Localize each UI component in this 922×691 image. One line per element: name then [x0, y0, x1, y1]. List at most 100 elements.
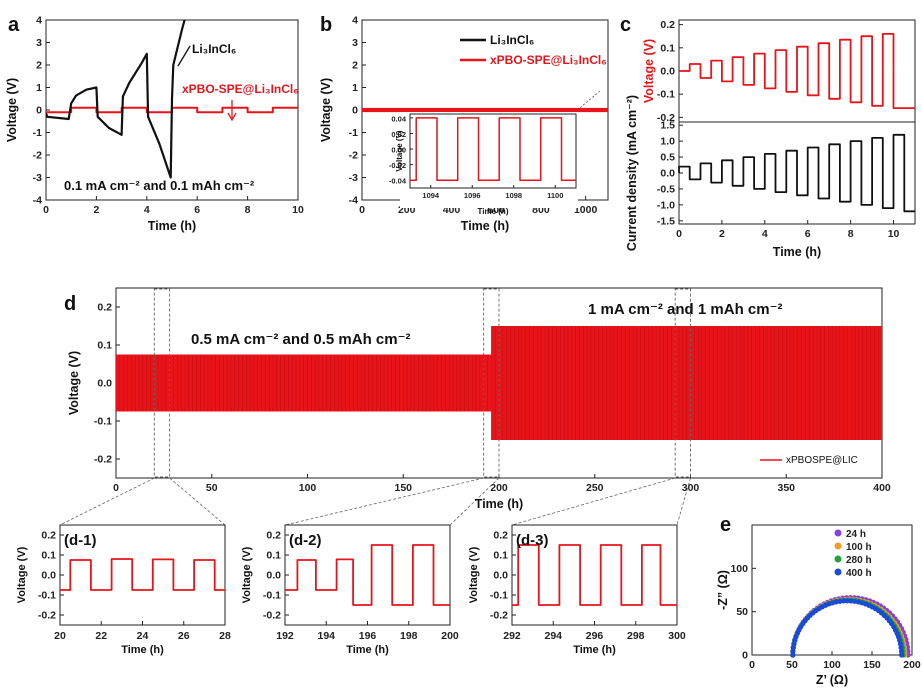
y-tick-label: -1: [349, 127, 358, 139]
x-tick-label: 1094: [422, 191, 440, 200]
zoom-box-1: [153, 288, 171, 478]
legend-label-e: 280 h: [846, 555, 872, 566]
y-tick-label: 2: [36, 60, 42, 72]
x-tick-label: 0: [113, 482, 119, 494]
y-tick-label: -2: [349, 150, 358, 162]
y-tick-label: -0.2: [263, 610, 281, 622]
series-line-current-c: [678, 133, 915, 213]
x-tick-label: 50: [786, 659, 798, 671]
legend-b-red: xPBO-SPE@Li₃InCl₆: [490, 53, 607, 67]
ylabel-e: -Z” (Ω): [716, 570, 730, 610]
x-tick-label: 196: [359, 630, 377, 642]
zoom-connector: [59, 477, 155, 526]
panel-e: e 0 50 100 150 200 0 50 100 24 h 100 h 280 h 400 h…: [716, 514, 921, 687]
legend-marker-e: [834, 555, 842, 563]
ylabel-d-3: Voltage (V): [468, 546, 480, 603]
x-tick-label: 6: [805, 228, 811, 240]
data-point-400h: [840, 598, 847, 604]
series-line-d-1: [60, 558, 225, 591]
x-tick-label: 294: [544, 630, 562, 642]
x-tick-label: 150: [863, 659, 881, 671]
ylabel-a: Voltage (V): [5, 78, 19, 142]
y-tick-label: 3: [36, 37, 42, 49]
inset-series-line-b: [410, 117, 576, 181]
y-tick-label: -0.1: [657, 89, 675, 101]
panel-letter-d: d: [64, 293, 76, 315]
subpanel-d-3: 292 294 296 298 300 -0.2 -0.1 0.0 0.1 0.2 Time (h)…: [468, 524, 686, 656]
y-tick-label: -3: [33, 172, 42, 184]
y-tick-label: 0.2: [493, 530, 508, 542]
x-tick-label: 200: [490, 482, 508, 494]
y-tick-label: -0.1: [38, 590, 56, 602]
y-tick-label: 0.0: [97, 378, 112, 390]
y-tick-label: 0: [352, 105, 358, 117]
legend-marker-e: [834, 529, 842, 537]
x-tick-label: 100: [823, 659, 841, 671]
x-tick-label: 100: [299, 482, 317, 494]
x-tick-label: 10: [292, 204, 304, 216]
x-tick-label: 8: [245, 204, 251, 216]
y-tick-label: -0.1: [94, 416, 112, 428]
y-tick-label: -3: [349, 172, 358, 184]
y-tick-label: -0.1: [490, 590, 508, 602]
y-tick-label: -1.0: [657, 199, 675, 211]
inset-ylabel-b: Voltage (V): [395, 130, 404, 172]
y-tick-label: 0.0: [41, 570, 56, 582]
y-tick-label: 0.1: [266, 550, 281, 562]
x-tick-label: 1100: [547, 191, 563, 200]
xlabel-c: Time (h): [773, 245, 821, 259]
segment-label-d-1: 0.5 mA cm⁻² and 0.5 mAh cm⁻²: [191, 331, 411, 348]
zoom-connector: [511, 477, 676, 526]
y-tick-label: 1: [36, 82, 42, 94]
x-tick-label: 150: [394, 482, 412, 494]
data-point-400h: [844, 598, 850, 604]
x-tick-label: 8: [848, 228, 854, 240]
y-tick-label: -0.2: [94, 454, 112, 466]
legend-label-e: 400 h: [846, 568, 872, 579]
legend-d: xPBOSPE@LIC: [786, 455, 858, 466]
xlabel-a: Time (h): [148, 219, 196, 233]
y-tick-label: 1.0: [660, 136, 675, 148]
zoom-box-2: [483, 288, 500, 478]
y-tick-label: 50: [736, 606, 748, 618]
inset-pointer-b: [574, 90, 601, 113]
x-tick-label: 200: [903, 659, 921, 671]
legend-marker-e: [834, 542, 842, 550]
x-tick-label: 0: [676, 228, 682, 240]
y-tick-label: -4: [33, 195, 42, 207]
y-tick-label: -2: [33, 150, 42, 162]
x-tick-label: 20: [54, 630, 66, 642]
x-tick-label: 10: [888, 228, 900, 240]
x-tick-label: 194: [317, 630, 335, 642]
y-tick-label: 4: [352, 15, 358, 27]
x-tick-label: 0: [43, 204, 49, 216]
x-tick-label: 24: [137, 630, 149, 642]
legend-b-black: Li₃InCl₆: [490, 33, 534, 47]
panel-label-d-1: (d-1): [64, 532, 97, 549]
panel-letter-e: e: [720, 514, 731, 536]
x-tick-label: 350: [777, 482, 795, 494]
panel-letter-a: a: [8, 14, 20, 36]
x-tick-label: 2: [93, 204, 99, 216]
data-point-400h: [790, 652, 796, 658]
y-tick-label: 0.2: [97, 302, 112, 314]
data-point-400h: [899, 652, 905, 658]
x-tick-label: 192: [276, 630, 294, 642]
xlabel-d-1: Time (h): [121, 644, 164, 656]
y-tick-label: -0.5: [657, 183, 675, 195]
y-tick-label: -0.1: [263, 590, 281, 602]
ylabel-d: Voltage (V): [67, 351, 81, 415]
xlabel-d: Time (h): [475, 497, 523, 511]
y-tick-label: 0: [742, 650, 748, 662]
y-tick-label: 3: [352, 37, 358, 49]
zoom-connector: [676, 477, 691, 526]
segment-label-d-2: 1 mA cm⁻² and 1 mAh cm⁻²: [588, 301, 783, 318]
x-tick-label: 50: [206, 482, 218, 494]
xlabel-d-3: Time (h): [573, 644, 616, 656]
y-tick-label: 0.1: [41, 550, 56, 562]
y-tick-label: -1.5: [657, 215, 675, 227]
y-tick-label: -0.2: [490, 610, 508, 622]
panel-label-d-3: (d-3): [516, 532, 549, 549]
y-tick-label: 1.5: [660, 120, 675, 132]
